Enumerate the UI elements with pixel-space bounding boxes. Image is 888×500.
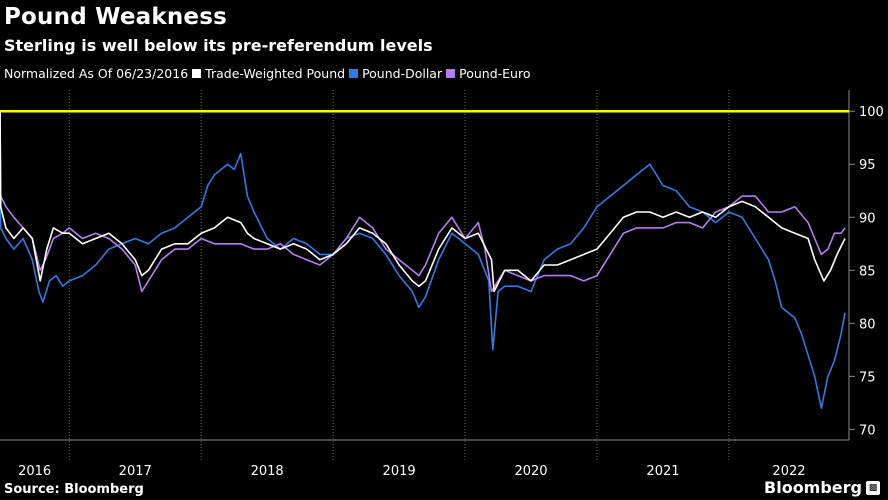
x-tick-label-2016: 2016	[18, 464, 51, 479]
legend-swatch-pound-dollar	[349, 69, 359, 78]
grid-layer	[68, 90, 730, 462]
legend-item-trade-weighted-pound: Trade-Weighted Pound	[192, 66, 345, 81]
legend-swatch-pound-euro	[446, 69, 456, 78]
x-tick-label-2021: 2021	[646, 464, 679, 479]
source-note: Source: Bloomberg	[4, 482, 144, 497]
axis-layer	[0, 90, 850, 441]
brand-name: Bloomberg	[764, 478, 862, 497]
chart-title: Pound Weakness	[4, 4, 227, 30]
legend-swatch-trade-weighted-pound	[192, 69, 202, 78]
y-tick-label-70: 70	[859, 423, 876, 438]
y-tick-label-80: 80	[859, 317, 876, 332]
legend-note: Normalized As Of 06/23/2016	[4, 66, 189, 81]
x-tick-label-2022: 2022	[772, 464, 805, 479]
brand-logo: Bloomberg ▩	[764, 478, 880, 497]
y-tick-label-85: 85	[859, 264, 876, 279]
y-tick-label-95: 95	[859, 158, 876, 173]
series-layer	[0, 111, 846, 409]
x-tick-label-2017: 2017	[119, 464, 152, 479]
series-line-pound-dollar	[0, 111, 846, 409]
legend-label-pound-dollar: Pound-Dollar	[362, 66, 443, 81]
y-tick-label-100: 100	[859, 105, 884, 120]
y-tick-label-75: 75	[859, 370, 876, 385]
y-tick-label-90: 90	[859, 211, 876, 226]
y-tick-layer: 70 75 80 85 90 95 100	[849, 105, 884, 438]
x-tick-label-2019: 2019	[383, 464, 416, 479]
legend-label-trade-weighted-pound: Trade-Weighted Pound	[205, 66, 346, 81]
series-line-pound-euro	[0, 111, 846, 293]
bar-chart-icon: ▩	[866, 480, 880, 495]
legend-item-pound-dollar: Pound-Dollar	[349, 66, 442, 81]
legend-label-pound-euro: Pound-Euro	[459, 66, 531, 81]
chart-legend: Normalized As Of 06/23/2016 Trade-Weight…	[4, 66, 535, 81]
legend-item-pound-euro: Pound-Euro	[446, 66, 531, 81]
chart-subtitle: Sterling is well below its pre-referendu…	[4, 36, 433, 55]
x-tick-layer: 2016 2017 2018 2019 2020 2021 2022	[18, 464, 805, 479]
series-line-trade-weighted-pound	[0, 111, 846, 293]
x-tick-label-2018: 2018	[251, 464, 284, 479]
x-tick-label-2020: 2020	[514, 464, 547, 479]
